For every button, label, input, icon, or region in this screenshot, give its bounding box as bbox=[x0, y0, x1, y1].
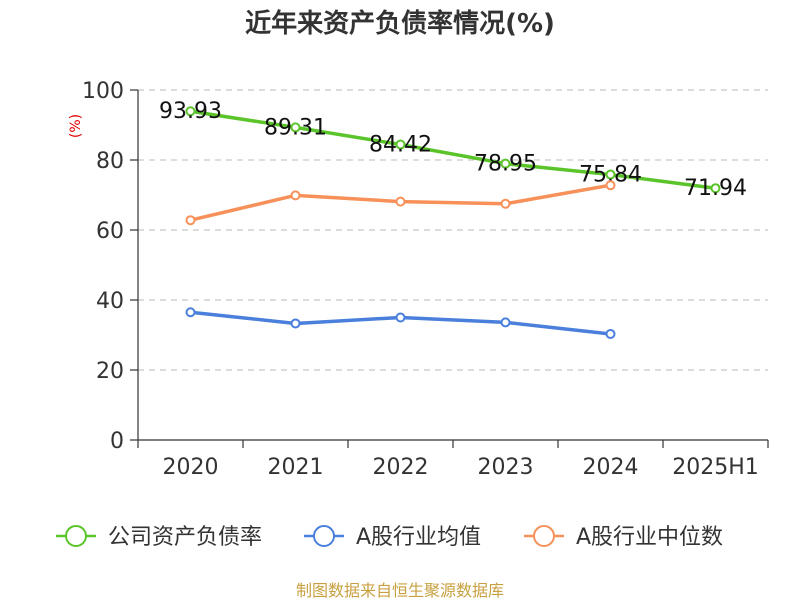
y-axis-unit: (%) bbox=[68, 114, 84, 138]
y-tick-label: 40 bbox=[96, 289, 124, 314]
x-tick-label: 2022 bbox=[373, 455, 429, 480]
legend-label: A股行业中位数 bbox=[576, 525, 723, 550]
data-point bbox=[395, 139, 406, 150]
legend-marker bbox=[65, 525, 87, 547]
legend-marker bbox=[533, 525, 555, 547]
legend-item-2: A股行业中位数 bbox=[524, 525, 723, 550]
series-2 bbox=[185, 180, 616, 226]
grid bbox=[138, 89, 768, 371]
data-point bbox=[395, 312, 406, 323]
data-label: 71.94 bbox=[684, 176, 747, 201]
data-label: 84.42 bbox=[369, 133, 432, 158]
axes bbox=[130, 89, 769, 448]
legend-label: 公司资产负债率 bbox=[108, 525, 262, 550]
data-point bbox=[290, 318, 301, 329]
y-tick-label: 80 bbox=[96, 149, 124, 174]
data-label: 78.95 bbox=[474, 152, 537, 177]
legend-item-0: 公司资产负债率 bbox=[56, 525, 262, 550]
series-1 bbox=[185, 307, 616, 339]
chart-title: 近年来资产负债率情况(%) bbox=[245, 8, 555, 39]
y-tick-label: 20 bbox=[96, 359, 124, 384]
legend-item-1: A股行业均值 bbox=[304, 525, 481, 550]
y-tick-labels: 0 20 40 60 80 100 bbox=[82, 79, 124, 454]
data-label: 89.31 bbox=[264, 115, 327, 140]
legend-label: A股行业均值 bbox=[356, 525, 481, 550]
x-tick-label: 2023 bbox=[478, 455, 534, 480]
source-note: 制图数据来自恒生聚源数据库 bbox=[296, 581, 504, 600]
legend-marker bbox=[313, 525, 335, 547]
y-tick-label: 60 bbox=[96, 219, 124, 244]
data-point bbox=[605, 180, 616, 191]
data-point bbox=[605, 169, 616, 180]
data-point bbox=[290, 122, 301, 133]
x-tick-label: 2020 bbox=[163, 455, 219, 480]
data-point bbox=[605, 328, 616, 339]
x-tick-label: 2021 bbox=[268, 455, 324, 480]
data-point bbox=[290, 190, 301, 201]
x-tick-label: 2025H1 bbox=[672, 455, 759, 480]
data-point bbox=[710, 183, 721, 194]
legend: 公司资产负债率 A股行业均值 A股行业中位数 bbox=[56, 525, 723, 550]
x-tick-label: 2024 bbox=[583, 455, 639, 480]
y-tick-label: 100 bbox=[82, 79, 124, 104]
data-point bbox=[185, 307, 196, 318]
data-point bbox=[395, 196, 406, 207]
data-label: 93.93 bbox=[159, 99, 222, 124]
y-tick-label: 0 bbox=[110, 429, 124, 454]
data-point bbox=[500, 317, 511, 328]
data-point bbox=[185, 215, 196, 226]
series-line bbox=[190, 109, 716, 190]
data-point bbox=[500, 158, 511, 169]
data-point bbox=[185, 106, 196, 117]
data-point bbox=[500, 198, 511, 209]
x-tick-labels: 2020 2021 2022 2023 2024 2025H1 bbox=[163, 455, 759, 480]
